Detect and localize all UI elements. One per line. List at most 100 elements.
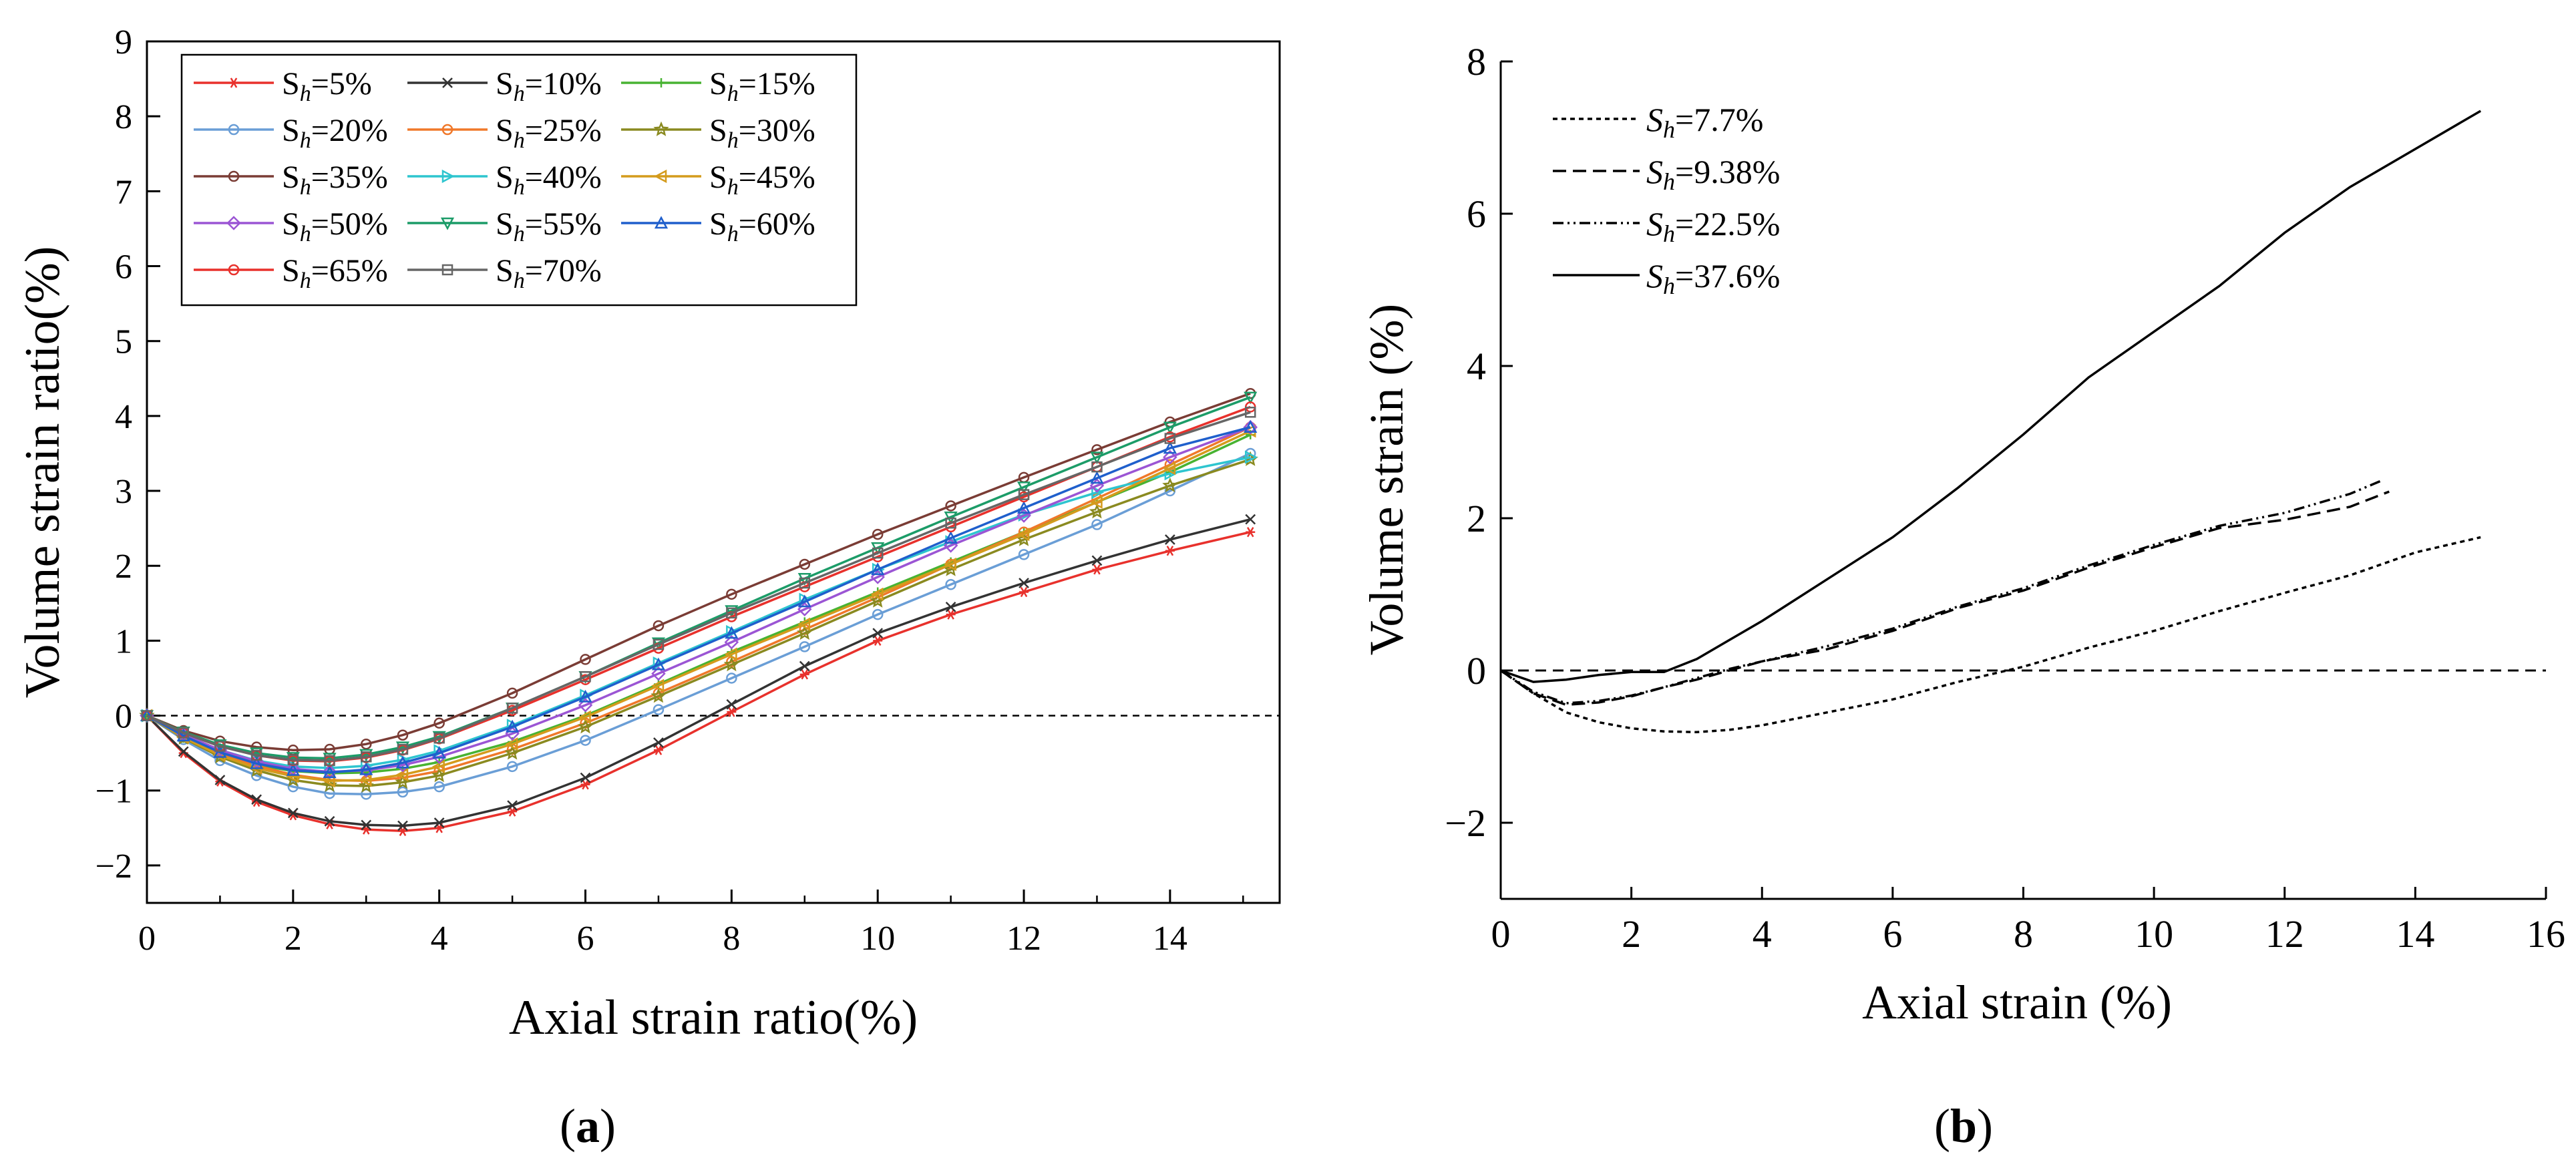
- panel-a-data-point: [287, 807, 299, 819]
- panel-a-data-point: [432, 745, 446, 759]
- panel-a-data-point: [726, 588, 737, 600]
- panel-a-data-point: [323, 753, 337, 766]
- panel-b-legend-item-3: Sh=22.5%: [1553, 205, 1780, 247]
- panel-a-data-point: [359, 773, 372, 787]
- panel-a-legend-item-10: Sh=50%: [194, 206, 388, 246]
- panel-a-x-tick-label: 14: [1153, 920, 1187, 958]
- panel-a-legend-marker: [229, 77, 238, 88]
- panel-a-series-line: [146, 411, 1251, 762]
- panel-a-data-point: [1244, 407, 1256, 418]
- panel-a-data-point: [286, 763, 300, 776]
- panel-a-series-line: [146, 392, 1251, 751]
- panel-a-legend-label: Sh=55%: [496, 206, 602, 246]
- panel-a-x-tick-label: 8: [723, 920, 740, 958]
- panel-a-y-tick-label: −1: [96, 773, 132, 811]
- panel-b-series-group: [1499, 110, 2482, 734]
- panel-b-y-tick-label: 8: [1467, 40, 1486, 83]
- panel-a-data-point: [397, 729, 409, 741]
- panel-b-x-tick-label: 10: [2135, 912, 2173, 956]
- panel-a-series-line: [146, 518, 1251, 827]
- panel-a-data-point: [580, 670, 591, 683]
- panel-a-legend-item-14: Sh=70%: [407, 253, 602, 293]
- panel-a-data-point: [723, 656, 740, 672]
- panel-a-data-point: [944, 512, 958, 524]
- panel-a-data-point: [726, 672, 737, 684]
- panel-a-data-point: [324, 815, 335, 827]
- panel-a-legend-label: Sh=40%: [496, 160, 602, 200]
- panel-a-data-point: [578, 689, 592, 703]
- panel-b-x-axis: 0 2 4 6 8 10 12 14 16: [1491, 887, 2565, 956]
- panel-a-data-point: [578, 698, 593, 713]
- panel-a-legend-item-12: Sh=60%: [621, 206, 815, 246]
- panel-a-data-point: [214, 741, 226, 752]
- panel-a-y-axis-title: Volume strain ratio(%): [15, 246, 70, 699]
- panel-b-y-tick-label: 4: [1467, 345, 1486, 388]
- panel-a-data-point: [506, 719, 520, 733]
- panel-a-data-point: [359, 762, 373, 775]
- panel-a-data-point: [797, 624, 813, 640]
- panel-a-x-tick-label: 12: [1006, 920, 1041, 958]
- panel-a-data-point: [799, 558, 811, 570]
- panel-a-data-point: [506, 687, 518, 699]
- panel-a-legend-marker: [442, 77, 453, 88]
- panel-a-data-point: [944, 531, 958, 544]
- panel-a-data-point: [1018, 549, 1030, 560]
- panel-a-data-point: [945, 579, 956, 590]
- panel-a-data-point: [434, 823, 444, 833]
- panel-a-data-point: [724, 634, 739, 650]
- panel-b-label: (b): [1934, 1099, 1993, 1153]
- panel-a-data-point: [651, 666, 666, 681]
- panel-b-legend-label: Sh=22.5%: [1646, 205, 1780, 247]
- panel-a-y-tick-label: 8: [115, 98, 132, 136]
- panel-a-y-tick-label: 6: [115, 248, 132, 286]
- panel-a-letter: a: [576, 1099, 600, 1153]
- panel-a-series-8: [141, 450, 1258, 775]
- panel-a-data-point: [580, 735, 591, 746]
- panel-a-data-point: [286, 752, 300, 765]
- panel-a-data-point: [872, 628, 884, 639]
- panel-a-data-point: [653, 704, 665, 715]
- panel-a-data-point: [251, 794, 262, 805]
- panel-a-data-point: [1091, 486, 1105, 500]
- panel-a-legend-label: Sh=65%: [282, 253, 388, 293]
- panel-a-series-line: [146, 458, 1251, 787]
- panel-b-x-axis-title: Axial strain (%): [1862, 976, 2172, 1029]
- panel-a-data-point: [178, 746, 189, 757]
- panel-a-legend-marker: [441, 264, 453, 276]
- panel-a-data-point: [724, 647, 737, 661]
- panel-a-data-point: [726, 699, 737, 710]
- panel-a-data-point: [1245, 514, 1256, 525]
- panel-a-data-point: [651, 657, 666, 670]
- panel-a-data-point: [361, 751, 372, 763]
- panel-a-series-line: [146, 429, 1251, 782]
- panel-b-letter: b: [1950, 1099, 1977, 1153]
- panel-a-legend-marker: [441, 169, 455, 184]
- panel-a-data-point: [727, 707, 737, 717]
- panel-a-data-point: [797, 594, 811, 608]
- panel-a-data-point: [433, 717, 445, 729]
- panel-a-label: (a): [560, 1099, 616, 1153]
- panel-a-legend-label: Sh=50%: [282, 206, 388, 246]
- panel-a-legend-marker: [657, 78, 666, 87]
- panel-a-legend-label: Sh=5%: [282, 66, 372, 106]
- panel-b-legend-item-2: Sh=9.38%: [1553, 153, 1780, 195]
- panel-a-legend-item-3: Sh=15%: [621, 66, 815, 106]
- panel-a-data-point: [799, 660, 810, 672]
- panel-a-data-point: [432, 759, 445, 773]
- panel-a-series-13: [141, 401, 1256, 767]
- panel-b-x-tick-label: 2: [1622, 912, 1641, 956]
- panel-a-x-axis: 0 2 4 6 8 10 12 14: [138, 890, 1244, 958]
- panel-a-data-point: [433, 732, 445, 744]
- panel-a-legend-item-9: Sh=45%: [621, 160, 815, 200]
- panel-a-legend-marker: [228, 170, 240, 182]
- panel-a-data-point: [507, 800, 518, 811]
- panel-a-series-9: [140, 424, 1256, 788]
- panel-a-series-5: [141, 421, 1256, 787]
- panel-a-series-line: [146, 405, 1251, 763]
- panel-a-data-point: [1244, 420, 1258, 433]
- panel-a-x-tick-label: 0: [138, 920, 156, 958]
- panel-a-data-point: [872, 528, 884, 540]
- panel-a-legend-label: Sh=25%: [496, 113, 602, 153]
